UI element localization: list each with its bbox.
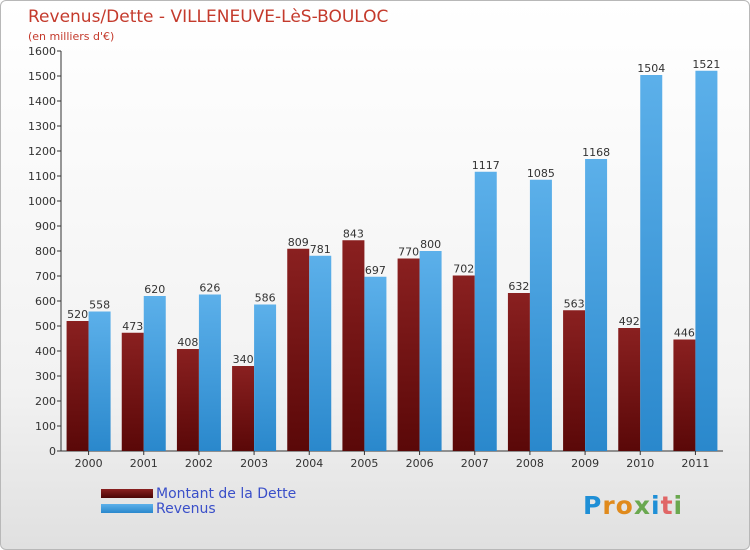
data-label-revenus-2003: 586 bbox=[255, 292, 276, 305]
bar-dette-2002 bbox=[176, 349, 199, 451]
bar-dette-2004 bbox=[287, 248, 310, 451]
y-tick-label: 1500 bbox=[28, 70, 56, 83]
data-label-dette-2007: 702 bbox=[453, 263, 474, 276]
bar-revenus-2001 bbox=[143, 296, 166, 451]
data-label-revenus-2006: 800 bbox=[420, 238, 441, 251]
bar-dette-2001 bbox=[121, 332, 144, 451]
data-label-revenus-2007: 1117 bbox=[472, 159, 500, 172]
legend-swatch-revenus bbox=[101, 504, 153, 513]
bar-revenus-2007 bbox=[474, 171, 497, 451]
y-tick-label: 900 bbox=[35, 220, 56, 233]
logo-letter: r bbox=[602, 491, 616, 520]
bar-revenus-2011 bbox=[695, 70, 718, 451]
bar-dette-2008 bbox=[507, 293, 530, 451]
chart-subtitle: (en milliers d'€) bbox=[28, 30, 115, 43]
y-tick-label: 200 bbox=[35, 395, 56, 408]
legend-swatch-dette bbox=[101, 489, 153, 498]
proxiti-logo: Proxiti bbox=[583, 491, 683, 520]
bar-revenus-2010 bbox=[640, 75, 663, 451]
logo-letter: i bbox=[673, 491, 684, 520]
bar-revenus-2002 bbox=[198, 294, 221, 451]
y-tick-label: 0 bbox=[49, 445, 56, 458]
logo-letter: i bbox=[651, 491, 661, 520]
bar-dette-2005 bbox=[342, 240, 365, 451]
data-label-dette-2002: 408 bbox=[177, 336, 198, 349]
x-tick-label-2007: 2007 bbox=[461, 457, 489, 470]
data-label-revenus-2009: 1168 bbox=[582, 146, 610, 159]
data-label-dette-2004: 809 bbox=[288, 236, 309, 249]
legend-label-dette: Montant de la Dette bbox=[156, 486, 297, 502]
x-tick-label-2010: 2010 bbox=[626, 457, 654, 470]
data-label-dette-2009: 563 bbox=[564, 297, 585, 310]
data-label-revenus-2010: 1504 bbox=[637, 62, 665, 75]
data-label-dette-2011: 446 bbox=[674, 327, 695, 340]
y-tick-label: 800 bbox=[35, 245, 56, 258]
data-label-revenus-2004: 781 bbox=[310, 243, 331, 256]
data-label-revenus-2005: 697 bbox=[365, 264, 386, 277]
data-label-dette-2001: 473 bbox=[122, 320, 143, 333]
bar-dette-2007 bbox=[452, 275, 475, 451]
x-tick-label-2005: 2005 bbox=[350, 457, 378, 470]
data-label-revenus-2002: 626 bbox=[199, 282, 220, 295]
bar-dette-2006 bbox=[397, 258, 420, 451]
y-tick-label: 300 bbox=[35, 370, 56, 383]
data-label-dette-2005: 843 bbox=[343, 227, 364, 240]
y-tick-label: 1100 bbox=[28, 170, 56, 183]
logo-letter: t bbox=[660, 491, 674, 520]
y-tick-label: 1400 bbox=[28, 95, 56, 108]
bar-dette-2009 bbox=[563, 310, 586, 451]
y-tick-label: 1600 bbox=[28, 45, 56, 58]
data-label-dette-2003: 340 bbox=[233, 353, 254, 366]
logo-letter: x bbox=[633, 491, 651, 520]
x-tick-label-2008: 2008 bbox=[516, 457, 544, 470]
bar-revenus-2003 bbox=[254, 304, 277, 451]
bar-revenus-2000 bbox=[88, 311, 111, 451]
bar-dette-2003 bbox=[232, 366, 255, 451]
bar-dette-2010 bbox=[618, 328, 641, 451]
legend-label-revenus: Revenus bbox=[156, 501, 216, 517]
y-tick-label: 700 bbox=[35, 270, 56, 283]
y-tick-label: 600 bbox=[35, 295, 56, 308]
data-label-revenus-2001: 620 bbox=[144, 283, 165, 296]
bar-dette-2011 bbox=[673, 339, 696, 451]
chart-axes: 0 100 200 300 400 500 600 700 800 900 1000 1100 1200… bbox=[28, 45, 723, 470]
x-tick-label-2004: 2004 bbox=[295, 457, 323, 470]
bar-dette-2000 bbox=[66, 321, 89, 451]
bar-revenus-2005 bbox=[364, 276, 387, 451]
x-tick-label-2000: 2000 bbox=[75, 457, 103, 470]
data-label-revenus-2011: 1521 bbox=[692, 58, 720, 71]
y-tick-label: 500 bbox=[35, 320, 56, 333]
x-tick-label-2011: 2011 bbox=[681, 457, 709, 470]
x-tick-label-2009: 2009 bbox=[571, 457, 599, 470]
y-tick-label: 1000 bbox=[28, 195, 56, 208]
chart-title: Revenus/Dette - VILLENEUVE-LèS-BOULOC bbox=[28, 7, 389, 27]
bar-revenus-2009 bbox=[585, 159, 608, 451]
logo-letter: o bbox=[615, 491, 634, 520]
x-tick-label-2002: 2002 bbox=[185, 457, 213, 470]
bar-revenus-2008 bbox=[529, 179, 552, 451]
data-label-dette-2000: 520 bbox=[67, 308, 88, 321]
y-tick-label: 1300 bbox=[28, 120, 56, 133]
data-label-dette-2010: 492 bbox=[619, 315, 640, 328]
bar-revenus-2006 bbox=[419, 251, 442, 451]
x-tick-label-2003: 2003 bbox=[240, 457, 268, 470]
y-tick-label: 400 bbox=[35, 345, 56, 358]
x-tick-label-2001: 2001 bbox=[130, 457, 158, 470]
chart-bars bbox=[66, 70, 718, 451]
data-label-dette-2008: 632 bbox=[508, 280, 529, 293]
logo-letter: P bbox=[583, 491, 603, 520]
data-label-revenus-2008: 1085 bbox=[527, 167, 555, 180]
bar-revenus-2004 bbox=[309, 255, 332, 451]
data-label-dette-2006: 770 bbox=[398, 246, 419, 259]
y-tick-label: 1200 bbox=[28, 145, 56, 158]
data-label-revenus-2000: 558 bbox=[89, 299, 110, 312]
y-tick-label: 100 bbox=[35, 420, 56, 433]
x-tick-label-2006: 2006 bbox=[406, 457, 434, 470]
